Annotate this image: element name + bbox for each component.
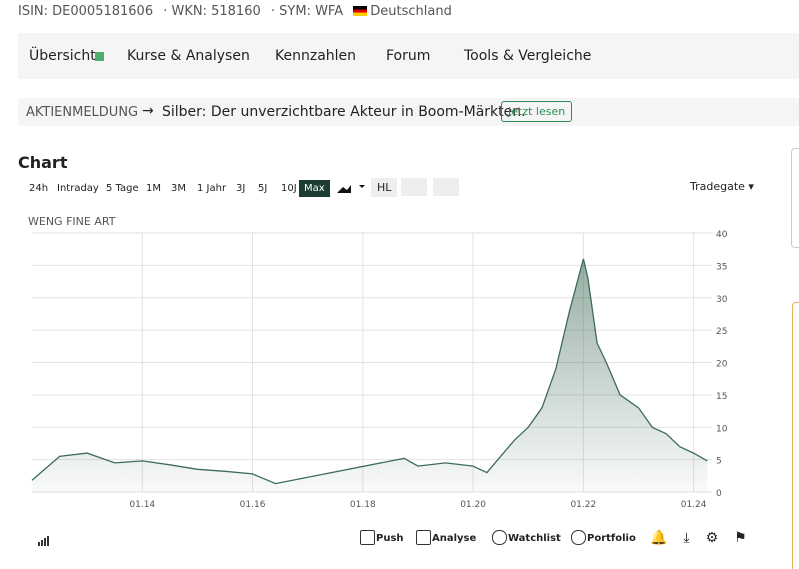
x-tick-label: 01.18 [350, 500, 376, 510]
range-button[interactable]: Intraday [57, 183, 99, 194]
range-button[interactable]: 5J [258, 183, 268, 194]
line-button[interactable] [433, 178, 459, 196]
country: Deutschland [370, 4, 452, 19]
nav-item[interactable]: Kurse & Analysen [127, 48, 250, 64]
x-tick-label: 01.20 [460, 500, 486, 510]
range-button[interactable]: 1M [146, 183, 161, 194]
action-icon [492, 530, 507, 545]
y-tick-label: 5 [716, 457, 722, 467]
range-button[interactable]: 3M [171, 183, 186, 194]
y-tick-label: 40 [716, 230, 728, 240]
range-button[interactable]: 5 Tage [106, 183, 139, 194]
exchange: Tradegate [690, 180, 745, 193]
isin: ISIN: DE0005181606 [18, 4, 154, 19]
side-panel [792, 302, 799, 569]
y-tick-label: 10 [716, 424, 728, 434]
signal-icon [38, 536, 49, 546]
y-tick-label: 25 [716, 327, 727, 337]
ann-label: AKTIENMELDUNG [26, 105, 139, 120]
range-button[interactable]: 24h [29, 183, 49, 194]
action-button[interactable]: Push [376, 533, 404, 544]
draw-button[interactable] [401, 178, 427, 196]
action-button[interactable]: Portfolio [587, 533, 636, 544]
action-icon [360, 530, 375, 545]
x-tick-label: 01.16 [240, 500, 266, 510]
y-tick-label: 20 [716, 360, 728, 370]
chart-type-icon [337, 185, 365, 193]
icon-buttons[interactable]: 🔔⤓⚙⚑ [650, 530, 763, 546]
sym: · SYM: WFA [270, 4, 344, 19]
action-button[interactable]: Analyse [432, 533, 477, 544]
announcement: AKTIENMELDUNG → Silber: Der unverzichtba… [18, 98, 799, 126]
range-button[interactable]: 3J [236, 183, 246, 194]
action-icon [416, 530, 431, 545]
price-line [31, 258, 708, 485]
area-fill [32, 258, 708, 492]
x-tick-label: 01.14 [129, 500, 155, 510]
hl-button[interactable]: HL [371, 178, 398, 197]
nav-item[interactable]: Tools & Vergleiche [464, 48, 592, 64]
flag [353, 6, 368, 16]
action-button[interactable]: Watchlist [508, 533, 561, 544]
range-button[interactable]: 1 Jahr [197, 183, 227, 194]
nav-item[interactable]: Forum [386, 48, 431, 64]
y-tick-label: 0 [716, 489, 722, 499]
section-title: Chart [18, 153, 68, 172]
action-icon [571, 530, 586, 545]
y-tick-label: 30 [716, 295, 728, 305]
nav-item[interactable]: Kennzahlen [275, 48, 357, 64]
header: ISIN: DE0005181606 · WKN: 518160 · SYM: … [18, 4, 458, 19]
chart-type[interactable] [335, 179, 367, 196]
range-button[interactable]: 10J [281, 183, 297, 194]
x-tick-label: 01.22 [570, 500, 596, 510]
nav-bar: Übersicht Kurse & Analysen Kennzahlen Fo… [18, 33, 799, 79]
arrow: → [142, 103, 154, 119]
wkn: · WKN: 518160 [163, 4, 261, 19]
exchange-select[interactable]: Tradegate ▾ [690, 180, 754, 193]
active-indicator [95, 52, 104, 61]
y-tick-label: 35 [716, 262, 727, 272]
y-tick-label: 15 [716, 392, 727, 402]
nav-item[interactable]: Übersicht [29, 48, 96, 64]
read-button[interactable]: Jetzt lesen [501, 101, 573, 122]
range-button[interactable]: Max [299, 180, 330, 197]
chart-title: WENG FINE ART [28, 215, 116, 228]
side-panel [791, 148, 799, 248]
x-tick-label: 01.24 [681, 500, 707, 510]
ann-text[interactable]: Silber: Der unverzichtbare Akteur in Boo… [162, 104, 526, 120]
